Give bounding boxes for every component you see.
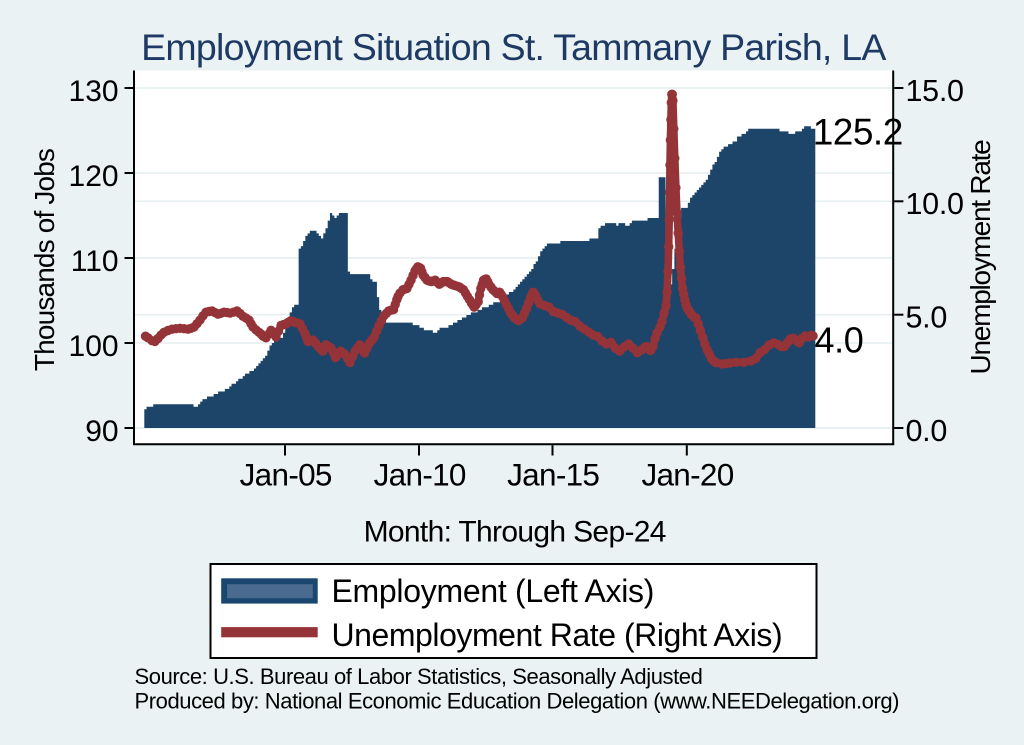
- svg-text:Jan-15: Jan-15: [507, 457, 599, 493]
- svg-text:Source: U.S. Bureau of Labor S: Source: U.S. Bureau of Labor Statistics,…: [135, 664, 703, 689]
- svg-text:0.0: 0.0: [906, 414, 948, 448]
- svg-text:125.2: 125.2: [813, 111, 903, 152]
- svg-text:Employment (Left Axis): Employment (Left Axis): [332, 573, 655, 609]
- svg-text:5.0: 5.0: [906, 301, 948, 335]
- svg-text:Month: Through Sep-24: Month: Through Sep-24: [364, 515, 666, 548]
- svg-text:15.0: 15.0: [906, 74, 964, 108]
- svg-text:Unemployment Rate (Right Axis): Unemployment Rate (Right Axis): [332, 617, 783, 653]
- svg-text:Unemployment Rate: Unemployment Rate: [965, 140, 996, 375]
- svg-text:Jan-20: Jan-20: [641, 457, 733, 493]
- svg-text:90: 90: [85, 415, 118, 448]
- svg-text:120: 120: [69, 160, 119, 193]
- svg-text:Produced by: National Economic: Produced by: National Economic Education…: [135, 689, 900, 714]
- svg-text:4.0: 4.0: [815, 320, 864, 361]
- svg-text:110: 110: [71, 245, 119, 278]
- svg-text:Employment Situation St. Tamma: Employment Situation St. Tammany Parish,…: [141, 26, 886, 68]
- svg-text:100: 100: [69, 330, 119, 363]
- svg-text:10.0: 10.0: [906, 187, 964, 221]
- svg-text:130: 130: [69, 75, 119, 108]
- svg-text:Thousands of Jobs: Thousands of Jobs: [29, 149, 60, 371]
- svg-text:Jan-05: Jan-05: [240, 457, 332, 493]
- svg-text:Jan-10: Jan-10: [374, 457, 466, 493]
